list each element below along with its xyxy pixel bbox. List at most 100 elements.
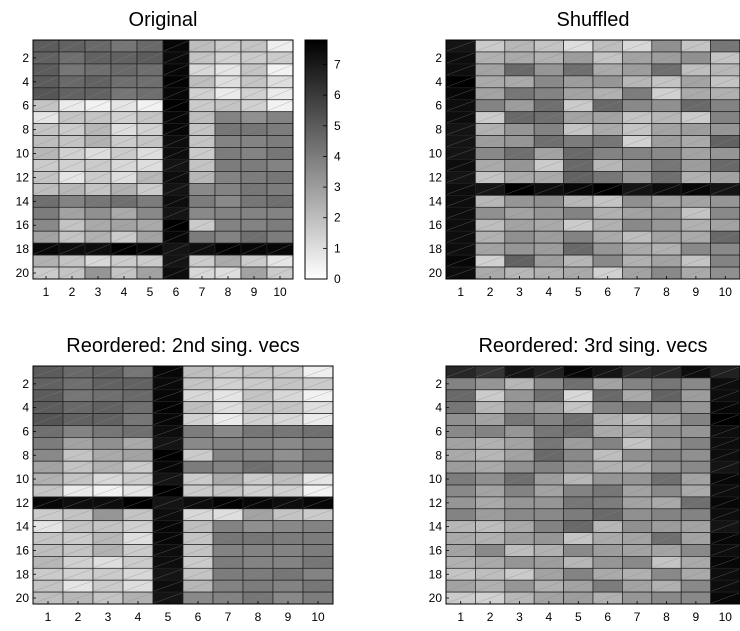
cell-diagonal [273,402,303,413]
cell-diagonal [273,426,303,437]
cell-diagonal [623,220,651,231]
cell-diagonal [623,196,651,207]
cell-diagonal [711,112,740,123]
cell-diagonal [273,592,303,604]
cell-diagonal [163,64,189,76]
cell-diagonal [93,378,123,390]
cell-diagonal [93,414,123,425]
cell-diagonal [623,366,651,378]
cell-diagonal [535,569,563,580]
cell-diagonal [446,569,475,580]
cell-diagonal [111,231,137,243]
cell-diagonal [63,438,93,449]
y-tick-label: 2 [22,51,29,65]
cell-diagonal [111,172,137,183]
cell-diagonal [476,450,504,461]
cell-diagonal [123,557,153,568]
cell-diagonal [505,580,534,592]
cell-diagonal [267,208,293,219]
cell-diagonal [682,485,710,497]
cell-diagonal [153,378,183,390]
cell-diagonal [564,76,593,88]
cell-diagonal [711,473,740,485]
cell-diagonal [623,521,651,532]
x-tick-label: 2 [487,285,494,299]
cell-diagonal [711,208,740,219]
cell-diagonal [593,136,622,147]
cell-diagonal [213,461,243,473]
cell-diagonal [267,220,293,231]
cell-diagonal [33,485,63,497]
cell-diagonal [137,196,163,207]
cell-diagonal [535,378,563,390]
cell-diagonal [163,172,189,183]
cell-diagonal [505,208,534,219]
cell-diagonal [215,267,241,279]
cell-diagonal [243,580,273,592]
cell-diagonal [505,136,534,147]
cell-diagonal [623,160,651,171]
cell-diagonal [593,52,622,64]
cell-diagonal [476,112,504,123]
cell-diagonal [303,569,333,580]
cell-diagonal [652,243,681,255]
cell-diagonal [213,402,243,413]
cell-diagonal [652,426,681,437]
cell-diagonal [123,438,153,449]
cell-diagonal [63,497,93,509]
cell-diagonal [93,521,123,532]
cell-diagonal [505,184,534,195]
cell-diagonal [652,592,681,604]
cell-diagonal [63,450,93,461]
cell-diagonal [241,136,267,147]
cell-diagonal [564,220,593,231]
cell-diagonal [535,100,563,111]
cell-diagonal [535,160,563,171]
cell-diagonal [476,426,504,437]
cell-diagonal [123,450,153,461]
y-tick-label: 2 [22,377,29,391]
cell-diagonal [267,231,293,243]
cell-diagonal [163,148,189,159]
cell-diagonal [213,450,243,461]
cell-diagonal [243,592,273,604]
cell-diagonal [213,414,243,425]
cell-diagonal [535,231,563,243]
cell-diagonal [564,521,593,532]
cell-diagonal [652,485,681,497]
y-tick-label: 8 [435,448,442,462]
cell-diagonal [682,160,710,171]
cell-diagonal [59,76,85,88]
cell-diagonal [652,473,681,485]
cell-diagonal [505,100,534,111]
cell-diagonal [623,76,651,88]
cell-diagonal [243,545,273,556]
cell-diagonal [137,220,163,231]
cell-diagonal [652,255,681,267]
cell-diagonal [63,390,93,401]
cell-diagonal [163,124,189,135]
cell-diagonal [243,521,273,532]
cell-diagonal [564,255,593,267]
cell-diagonal [505,267,534,279]
cell-diagonal [446,366,475,378]
x-tick-label: 5 [147,285,154,299]
cell-diagonal [189,52,215,64]
cell-diagonal [593,255,622,267]
cell-diagonal [85,148,111,159]
cell-diagonal [476,545,504,556]
cell-diagonal [593,402,622,413]
cell-diagonal [153,390,183,401]
cell-diagonal [241,64,267,76]
y-tick-label: 18 [16,242,30,256]
cell-diagonal [123,414,153,425]
cell-diagonal [153,521,183,532]
cell-diagonal [163,52,189,64]
cell-diagonal [711,438,740,449]
cell-diagonal [163,255,189,267]
x-tick-label: 2 [487,610,494,624]
cell-diagonal [303,557,333,568]
cell-diagonal [505,473,534,485]
cell-diagonal [111,52,137,64]
